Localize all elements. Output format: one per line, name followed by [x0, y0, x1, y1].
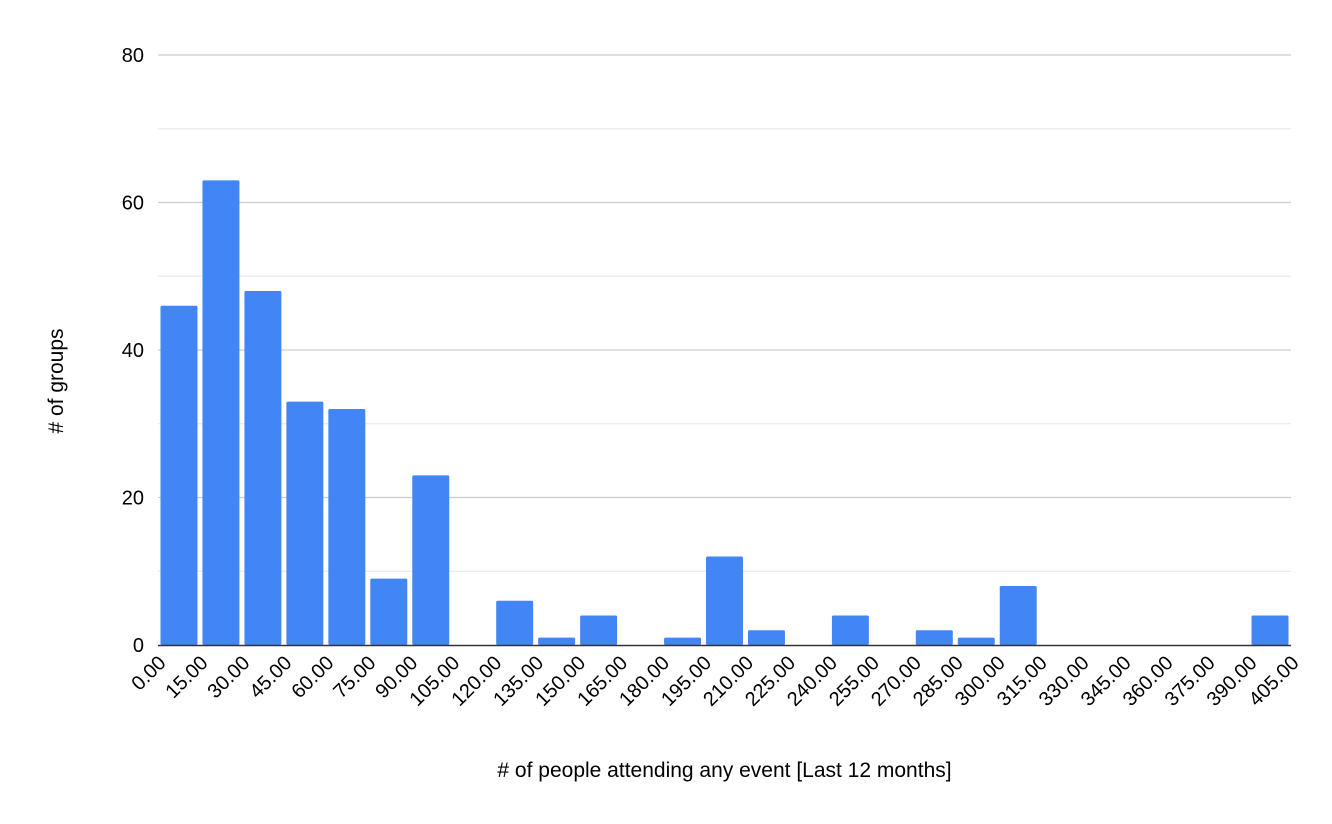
histogram-bar — [244, 291, 282, 645]
x-tick-label: 30.00 — [204, 652, 255, 703]
histogram-bar — [328, 409, 366, 645]
y-tick-label: 80 — [122, 45, 144, 67]
histogram-bar — [160, 305, 198, 645]
y-tick-labels: 0 20 40 60 80 — [122, 45, 144, 657]
histogram-bar — [1251, 615, 1289, 645]
histogram-bar — [957, 637, 995, 645]
histogram-bar — [202, 180, 240, 645]
histogram-bar — [286, 401, 324, 645]
x-tick-label: 75.00 — [329, 652, 380, 703]
x-axis-title: # of people attending any event [Last 12… — [497, 759, 951, 782]
histogram-bar — [496, 600, 534, 645]
histogram-bar — [999, 586, 1037, 645]
y-axis-title: # of groups — [45, 328, 68, 433]
histogram-bar — [747, 630, 785, 645]
gridlines — [158, 54, 1291, 572]
histogram-bar — [664, 637, 702, 645]
histogram-bar — [580, 615, 618, 645]
y-tick-label: 20 — [122, 488, 144, 510]
y-tick-label: 40 — [122, 340, 144, 362]
x-tick-label: 60.00 — [287, 652, 338, 703]
histogram-bar — [370, 578, 408, 645]
histogram-bar — [538, 637, 576, 645]
x-tick-label: 45.00 — [245, 652, 296, 703]
histogram-bar — [412, 475, 450, 645]
x-tick-labels: 0.0015.0030.0045.0060.0075.0090.00105.00… — [127, 652, 1303, 711]
bars — [160, 180, 1289, 645]
x-tick-label: 15.00 — [162, 652, 213, 703]
histogram-bar — [706, 556, 743, 645]
y-tick-label: 0 — [133, 635, 144, 657]
histogram-bar — [915, 630, 953, 645]
y-tick-label: 60 — [122, 193, 144, 215]
histogram-bar — [831, 615, 869, 645]
